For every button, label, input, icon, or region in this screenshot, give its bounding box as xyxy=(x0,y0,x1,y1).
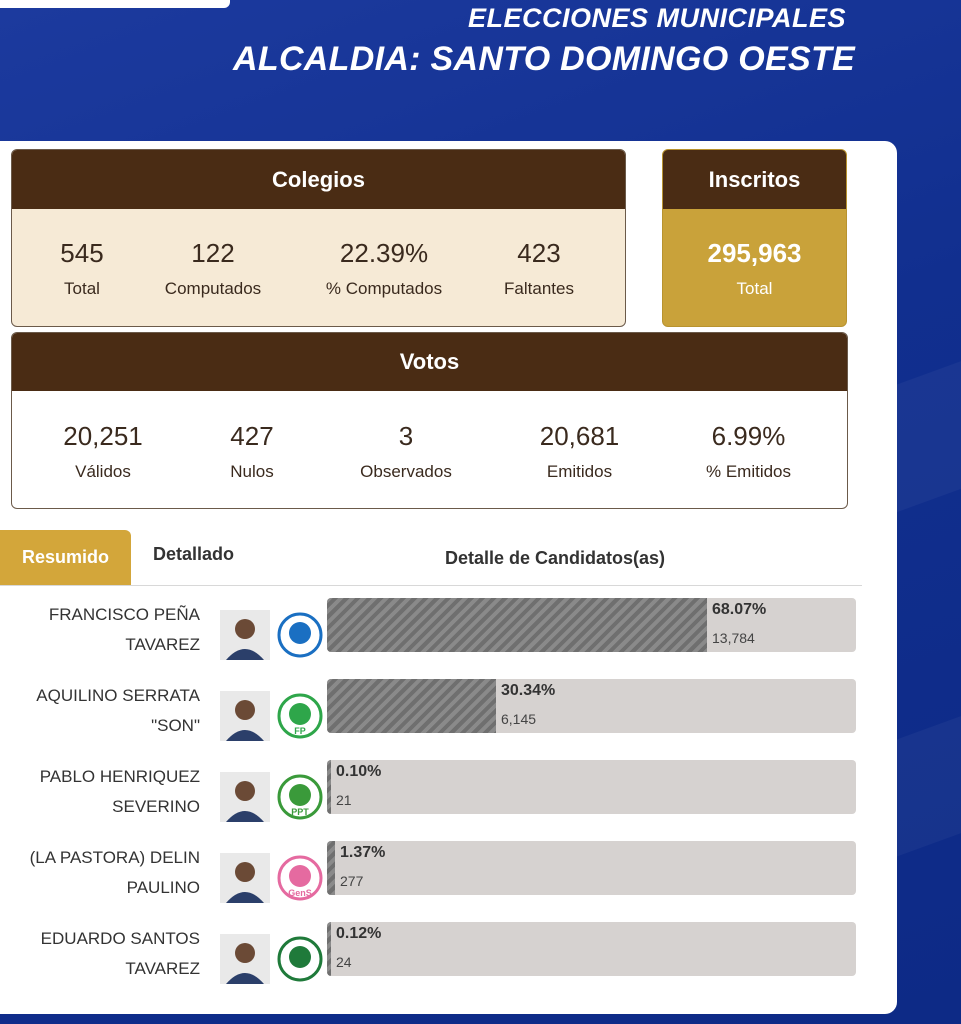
candidate-photo xyxy=(220,691,270,741)
candidate-name-line1: FRANCISCO PEÑA xyxy=(48,605,200,624)
colegios-computados-stat: 122 Computados xyxy=(152,238,274,299)
stat-label: % Emitidos xyxy=(705,462,792,481)
candidate-name-line1: EDUARDO SANTOS xyxy=(40,929,200,948)
ppt-map-logo-icon: PPT xyxy=(277,774,323,820)
colegios-faltantes-stat: 423 Faltantes xyxy=(484,238,594,299)
svg-text:FP: FP xyxy=(294,726,306,736)
stat-value: 427 xyxy=(230,421,274,451)
vote-bar-track: 30.34% 6,145 xyxy=(327,679,856,733)
vote-bar-fill xyxy=(327,922,331,976)
vote-bar-fill xyxy=(327,679,496,733)
colegios-total-stat: 545 Total xyxy=(32,238,132,299)
dove-logo-icon: GenS xyxy=(277,855,323,901)
stat-label: Faltantes xyxy=(504,279,574,298)
inscritos-header: Inscritos xyxy=(663,150,846,209)
colegios-header: Colegios xyxy=(12,150,625,209)
candidate-photo xyxy=(220,610,270,660)
stat-label: Nulos xyxy=(230,462,274,481)
vote-bar-track: 68.07% 13,784 xyxy=(327,598,856,652)
stat-label: Total xyxy=(64,279,100,298)
vote-count: 13,784 xyxy=(712,630,755,646)
vote-bar-track: 1.37% 277 xyxy=(327,841,856,895)
candidate-name-line2: TAVAREZ xyxy=(125,959,200,978)
stat-value: 545 xyxy=(60,238,104,268)
vote-count: 24 xyxy=(336,954,352,970)
stat-label: Válidos xyxy=(75,462,131,481)
candidate-name-line1: AQUILINO SERRATA xyxy=(36,686,200,705)
candidate-row: (LA PASTORA) DELIN PAULINO GenS 1.37% 277 xyxy=(0,841,897,911)
candidate-name-line1: (LA PASTORA) DELIN xyxy=(29,848,200,867)
stat-value: 22.39% xyxy=(339,238,429,268)
tab-resumido[interactable]: Resumido xyxy=(0,530,131,585)
globe-logo-icon xyxy=(277,936,323,982)
votos-pct-emitidos-stat: 6.99% % Emitidos xyxy=(686,421,811,482)
fp-logo-icon: FP xyxy=(277,693,323,739)
inscritos-box: Inscritos 295,963 Total xyxy=(662,149,847,327)
candidate-photo xyxy=(220,853,270,903)
stat-label: Emitidos xyxy=(546,462,613,481)
votos-nulos-stat: 427 Nulos xyxy=(202,421,302,482)
stat-value: 423 xyxy=(517,238,561,268)
vote-bar-track: 0.10% 21 xyxy=(327,760,856,814)
candidate-photo xyxy=(220,934,270,984)
candidate-row: AQUILINO SERRATA "SON" FP 30.34% 6,145 xyxy=(0,679,897,749)
vote-count: 6,145 xyxy=(501,711,537,727)
vote-percent: 30.34% xyxy=(501,682,556,699)
vote-percent: 0.10% xyxy=(336,763,382,780)
candidate-name-line2: SEVERINO xyxy=(112,797,200,816)
detalle-candidatos-title: Detalle de Candidatos(as) xyxy=(445,548,666,568)
votos-observados-stat: 3 Observados xyxy=(346,421,466,482)
votos-emitidos-stat: 20,681 Emitidos xyxy=(522,421,637,482)
brand-logo xyxy=(0,0,230,8)
header-subtitle: ELECCIONES MUNICIPALES xyxy=(467,3,846,33)
candidate-row: FRANCISCO PEÑA TAVAREZ 68.07% 13,784 xyxy=(0,598,897,668)
tabs-divider xyxy=(0,585,862,586)
votos-validos-stat: 20,251 Válidos xyxy=(48,421,158,482)
colegios-pct-computados-stat: 22.39% % Computados xyxy=(310,238,458,299)
candidate-row: EDUARDO SANTOS TAVAREZ 0.12% 24 xyxy=(0,922,897,992)
stat-value: 3 xyxy=(398,421,414,451)
stat-value: 20,681 xyxy=(539,421,620,451)
vote-bar-fill xyxy=(327,760,331,814)
stat-label: % Computados xyxy=(325,279,443,298)
stat-value: 295,963 xyxy=(707,238,802,268)
inscritos-total-stat: 295,963 Total xyxy=(663,238,846,299)
vote-bar-fill xyxy=(327,841,335,895)
candidate-name-line2: TAVAREZ xyxy=(125,635,200,654)
stat-value: 122 xyxy=(191,238,235,268)
results-card: Colegios 545 Total 122 Computados 22.39%… xyxy=(0,141,897,1014)
stat-label: Computados xyxy=(164,279,262,298)
votos-header: Votos xyxy=(12,333,847,391)
svg-text:PPT: PPT xyxy=(291,807,309,817)
vote-count: 21 xyxy=(336,792,352,808)
colegios-box: Colegios 545 Total 122 Computados 22.39%… xyxy=(11,149,626,327)
vote-bar-track: 0.12% 24 xyxy=(327,922,856,976)
vote-percent: 68.07% xyxy=(712,601,767,618)
vote-count: 277 xyxy=(340,873,364,889)
pld-logo-icon xyxy=(277,612,323,658)
candidate-name-line2: PAULINO xyxy=(126,878,200,897)
tab-detallado[interactable]: Detallado xyxy=(153,544,235,564)
vote-percent: 1.37% xyxy=(340,844,386,861)
stat-value: 6.99% xyxy=(711,421,786,451)
stat-value: 20,251 xyxy=(63,421,143,451)
candidate-name-line1: PABLO HENRIQUEZ xyxy=(39,767,200,786)
votos-box: Votos 20,251 Válidos 427 Nulos 3 Observa… xyxy=(11,332,848,509)
stat-label: Total xyxy=(736,279,773,298)
svg-text:GenS: GenS xyxy=(288,888,312,898)
candidate-photo xyxy=(220,772,270,822)
header-title: ALCALDIA: SANTO DOMINGO OESTE xyxy=(233,40,855,78)
candidate-name-line2: "SON" xyxy=(151,716,200,735)
vote-percent: 0.12% xyxy=(336,925,382,942)
candidate-row: PABLO HENRIQUEZ SEVERINO PPT 0.10% 21 xyxy=(0,760,897,830)
stat-label: Observados xyxy=(360,462,452,481)
vote-bar-fill xyxy=(327,598,707,652)
